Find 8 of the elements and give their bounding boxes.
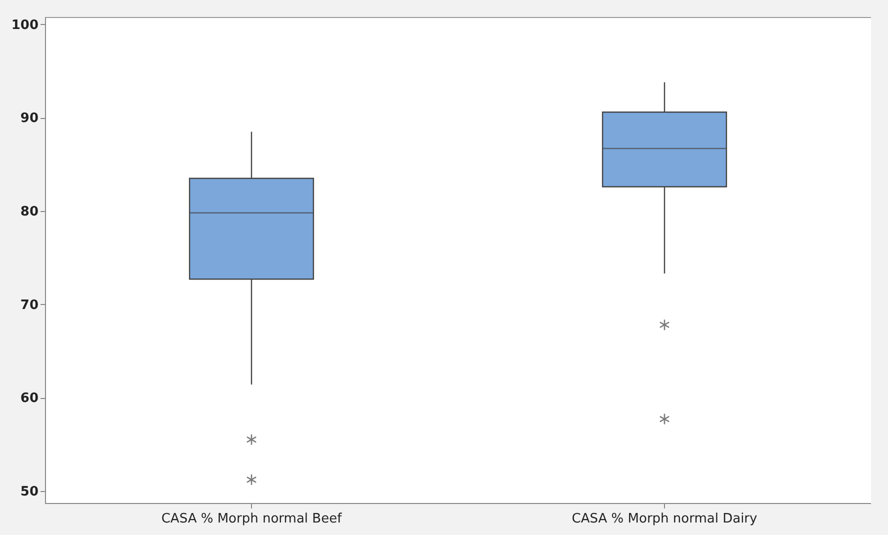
y-tick-label: 90 <box>20 111 38 126</box>
y-tick-label: 70 <box>20 298 38 313</box>
y-tick-label: 50 <box>20 484 38 500</box>
y-tick-label: 60 <box>20 391 38 406</box>
x-tick-label: CASA % Morph normal Dairy <box>572 512 758 526</box>
x-tick-label: CASA % Morph normal Beef <box>161 512 342 526</box>
y-tick-label: 100 <box>11 18 38 33</box>
y-tick-label: 80 <box>20 204 38 220</box>
